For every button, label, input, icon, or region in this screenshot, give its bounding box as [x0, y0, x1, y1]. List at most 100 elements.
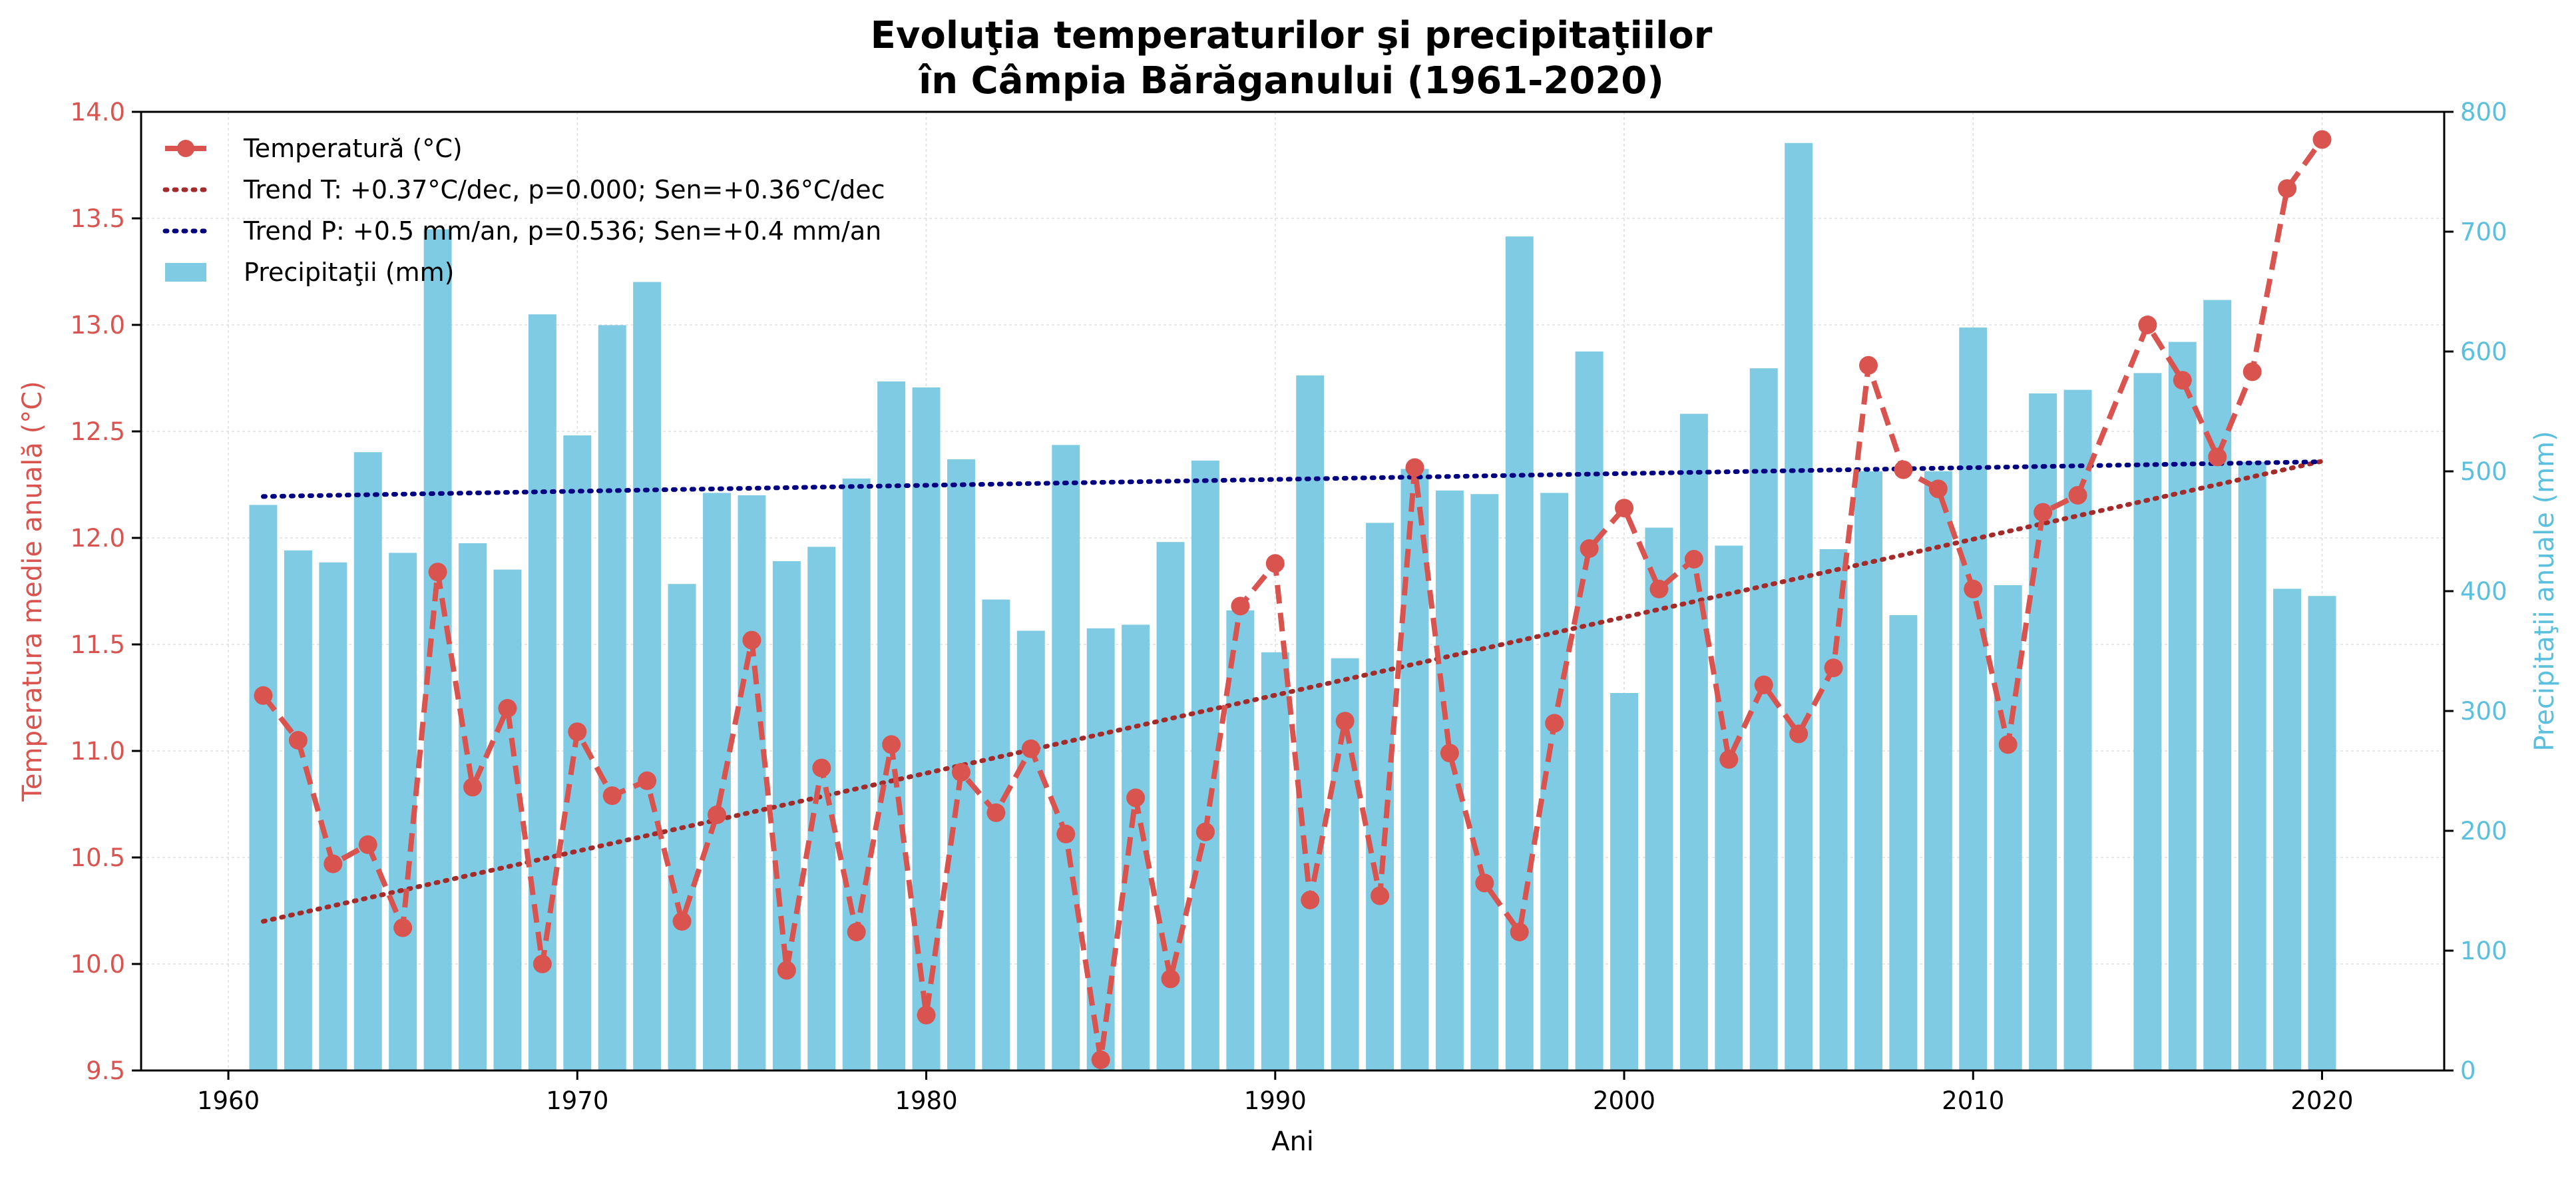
bar-2016	[2168, 342, 2197, 1070]
temperature-point-1994	[1405, 458, 1424, 477]
y-right-tick-label-3: 300	[2460, 697, 2507, 726]
y-left-tick-label-5: 12.0	[71, 524, 125, 553]
temperature-point-1965	[393, 918, 413, 937]
temperature-point-2011	[1998, 735, 2018, 754]
bar-1987	[1156, 542, 1185, 1070]
legend-label-trend_p: Trend P: +0.5 mm/an, p=0.536; Sen=+0.4 m…	[243, 216, 881, 246]
bar-1975	[738, 495, 766, 1070]
y-left-tick-label-3: 11.0	[71, 737, 125, 766]
temperature-point-1991	[1301, 891, 1320, 909]
temperature-point-1997	[1510, 923, 1529, 941]
bar-2000	[1610, 693, 1638, 1070]
bar-2004	[1749, 368, 1778, 1071]
y-left-tick-label-1: 10.0	[71, 950, 125, 979]
temperature-point-1973	[672, 912, 692, 931]
bar-1986	[1122, 624, 1150, 1070]
bar-1999	[1575, 352, 1604, 1070]
y-left-tick-label-4: 11.5	[71, 630, 125, 659]
trend-temperature-line	[260, 459, 2325, 924]
y-left-tick-label-2: 10.5	[71, 843, 125, 872]
legend-label-bars: Precipitaţii (mm)	[244, 258, 455, 287]
temperature-point-1982	[986, 803, 1006, 822]
x-tick-label-1980: 1980	[895, 1086, 957, 1115]
temperature-point-2006	[1824, 658, 1843, 678]
x-tick-label-2020: 2020	[2290, 1086, 2353, 1115]
bar-1979	[877, 381, 906, 1070]
temperature-point-1990	[1265, 554, 1285, 573]
y-right-tick-label-7: 700	[2460, 218, 2507, 246]
bar-2003	[1715, 545, 1743, 1070]
y-right-tick-label-5: 500	[2460, 457, 2507, 486]
legend: Temperatură (°C) Trend T: +0.37°C/dec, p=…	[162, 134, 885, 287]
temperature-point-1969	[533, 955, 552, 973]
temperature-point-1976	[777, 961, 796, 980]
bar-1982	[982, 599, 1010, 1070]
bar-2019	[2273, 588, 2302, 1070]
temperature-point-2001	[1649, 579, 1669, 598]
temperature-point-1972	[638, 771, 657, 790]
bar-1990	[1261, 652, 1289, 1070]
temperature-point-1980	[917, 1005, 936, 1025]
temperature-point-1977	[812, 758, 831, 778]
trend-precipitation-line	[260, 459, 2325, 499]
temperature-point-2016	[2173, 371, 2192, 390]
temperature-point-2019	[2278, 179, 2297, 198]
temperature-point-1970	[568, 722, 587, 742]
y-left-tick-label-9: 14.0	[71, 98, 125, 126]
temperature-point-2000	[1615, 499, 1634, 518]
bar-1972	[633, 282, 662, 1071]
bar-1967	[459, 543, 487, 1070]
x-tick-label-2010: 2010	[1942, 1086, 2004, 1115]
temperature-point-1992	[1335, 712, 1355, 731]
y-axis-left: 9.5 10.0 10.5 11.0 11.5 12.0 12.5 13.0 13.5 14.0	[71, 98, 141, 1085]
bar-2011	[1994, 585, 2022, 1070]
y-right-tick-label-2: 200	[2460, 817, 2507, 845]
bar-1978	[842, 478, 871, 1070]
precipitation-bars	[249, 142, 2336, 1071]
temperature-point-2004	[1754, 675, 1773, 694]
temperature-point-2012	[2034, 503, 2053, 522]
bar-1995	[1435, 490, 1464, 1070]
bar-2020	[2308, 596, 2336, 1070]
bar-1983	[1016, 630, 1045, 1070]
bar-1984	[1052, 445, 1080, 1070]
temperature-point-2008	[1894, 460, 1913, 479]
x-tick-label-1960: 1960	[197, 1086, 260, 1115]
bar-1994	[1400, 469, 1429, 1070]
temperature-point-1995	[1440, 744, 1459, 763]
chart-title-line1: Evoluţia temperaturilor şi precipitaţiil…	[871, 14, 1713, 57]
y-axis-right: 0 100 200 300 400 500 600 700 800	[2444, 98, 2507, 1085]
bar-2018	[2238, 461, 2266, 1070]
y-right-tick-label-0: 0	[2460, 1057, 2476, 1085]
legend-swatch-bars	[165, 263, 206, 282]
bar-1962	[284, 550, 312, 1070]
bar-1996	[1470, 494, 1499, 1070]
temperature-point-1999	[1580, 539, 1599, 558]
bar-2007	[1854, 471, 1882, 1070]
bar-1964	[353, 452, 382, 1070]
x-axis: 1960 1970 1980 1990 2000 2010 2020	[197, 1070, 2354, 1115]
y-left-tick-label-7: 13.0	[71, 311, 125, 340]
legend-label-trend_t: Trend T: +0.37°C/dec, p=0.000; Sen=+0.36…	[243, 175, 885, 204]
y-right-tick-label-8: 800	[2460, 98, 2507, 126]
y-axis-right-label: Precipitaţii anuale (mm)	[2529, 431, 2560, 751]
temperature-point-1989	[1231, 596, 1250, 616]
temperature-point-1968	[498, 699, 517, 718]
temperature-point-1967	[463, 778, 483, 797]
temperature-point-1988	[1195, 822, 1215, 841]
bar-1961	[249, 505, 278, 1070]
temperature-point-1975	[742, 630, 761, 650]
temperature-point-1987	[1161, 969, 1180, 989]
temperature-point-2015	[2138, 316, 2157, 334]
temperature-series	[254, 130, 2332, 1069]
temperature-point-1964	[358, 835, 377, 854]
y-axis-left-label: Temperatura medie anuală (°C)	[17, 381, 48, 802]
y-left-tick-label-8: 13.5	[71, 204, 125, 233]
bar-1968	[493, 569, 522, 1070]
temperature-point-1971	[602, 786, 622, 806]
legend-label-temp: Temperatură (°C)	[243, 134, 463, 163]
y-right-tick-label-6: 600	[2460, 338, 2507, 366]
bar-1980	[912, 387, 941, 1070]
bar-2015	[2133, 373, 2162, 1070]
temperature-point-2002	[1684, 550, 1703, 569]
